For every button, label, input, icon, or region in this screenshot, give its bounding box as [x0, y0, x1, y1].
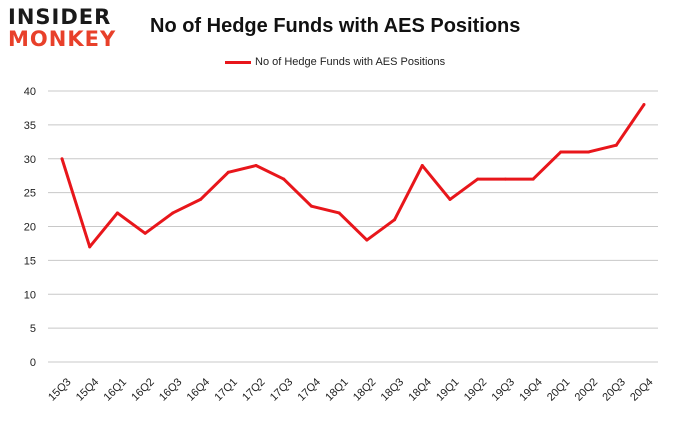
x-tick-label: 16Q3	[157, 376, 185, 404]
chart-legend: No of Hedge Funds with AES Positions	[225, 56, 445, 68]
data-point	[587, 150, 591, 154]
y-tick-label: 40	[24, 86, 36, 98]
x-tick-label: 16Q1	[102, 376, 130, 404]
x-tick-label: 18Q4	[406, 376, 434, 404]
y-tick-label: 25	[24, 188, 36, 200]
data-point	[254, 164, 258, 168]
data-point	[420, 164, 424, 168]
data-point	[476, 177, 480, 181]
x-tick-label: 17Q2	[240, 376, 268, 404]
legend-label: No of Hedge Funds with AES Positions	[255, 56, 446, 68]
x-tick-label: 16Q4	[185, 376, 213, 404]
legend-swatch	[225, 60, 251, 64]
y-tick-label: 15	[24, 255, 36, 267]
insider-monkey-logo: INSIDER MONKEY	[8, 6, 128, 56]
x-axis-ticks: 15Q3 15Q4 16Q1 16Q2 16Q3 16Q4 17Q1 17Q2 17Q3 17Q4…	[46, 376, 656, 404]
x-tick-label: 17Q4	[296, 376, 324, 404]
x-tick-label: 18Q1	[323, 376, 351, 404]
x-tick-label: 15Q3	[46, 376, 74, 404]
data-point	[559, 150, 563, 154]
data-point	[226, 170, 230, 174]
x-tick-label: 19Q4	[517, 376, 545, 404]
x-tick-label: 17Q3	[268, 376, 296, 404]
x-tick-label: 20Q3	[600, 376, 628, 404]
y-tick-label: 5	[30, 323, 36, 335]
y-tick-label: 20	[24, 222, 36, 234]
series-line	[60, 103, 646, 249]
data-point	[309, 204, 313, 208]
x-tick-label: 18Q3	[379, 376, 407, 404]
x-tick-label: 19Q2	[462, 376, 490, 404]
y-tick-label: 0	[30, 357, 36, 369]
x-tick-label: 19Q1	[434, 376, 462, 404]
y-tick-label: 35	[24, 120, 36, 132]
chart-title: No of Hedge Funds with AES Positions	[150, 15, 521, 37]
data-point	[531, 177, 535, 181]
data-point	[448, 197, 452, 201]
y-axis-ticks: 0 5 10 15 20 25 30 35 40	[24, 86, 36, 369]
data-point	[642, 103, 646, 107]
data-point	[115, 211, 119, 215]
series-layer	[60, 103, 646, 249]
x-tick-label: 18Q2	[351, 376, 379, 404]
data-point	[88, 245, 92, 249]
data-point	[143, 231, 147, 235]
x-tick-label: 20Q4	[628, 376, 656, 404]
x-tick-label: 20Q1	[545, 376, 573, 404]
data-point	[393, 218, 397, 222]
logo-text-monkey: MONKEY	[8, 27, 117, 51]
x-tick-label: 20Q2	[573, 376, 601, 404]
y-tick-label: 30	[24, 154, 36, 166]
data-point	[171, 211, 175, 215]
x-tick-label: 15Q4	[74, 376, 102, 404]
data-point	[199, 197, 203, 201]
data-point	[282, 177, 286, 181]
data-point	[503, 177, 507, 181]
x-tick-label: 19Q3	[490, 376, 518, 404]
data-point	[614, 143, 618, 147]
data-point	[365, 238, 369, 242]
x-tick-label: 17Q1	[212, 376, 240, 404]
x-tick-label: 16Q2	[129, 376, 157, 404]
data-point	[60, 157, 64, 161]
y-tick-label: 10	[24, 289, 36, 301]
logo-text-insider: INSIDER	[8, 5, 112, 29]
grid-lines	[48, 90, 658, 363]
data-point	[337, 211, 341, 215]
